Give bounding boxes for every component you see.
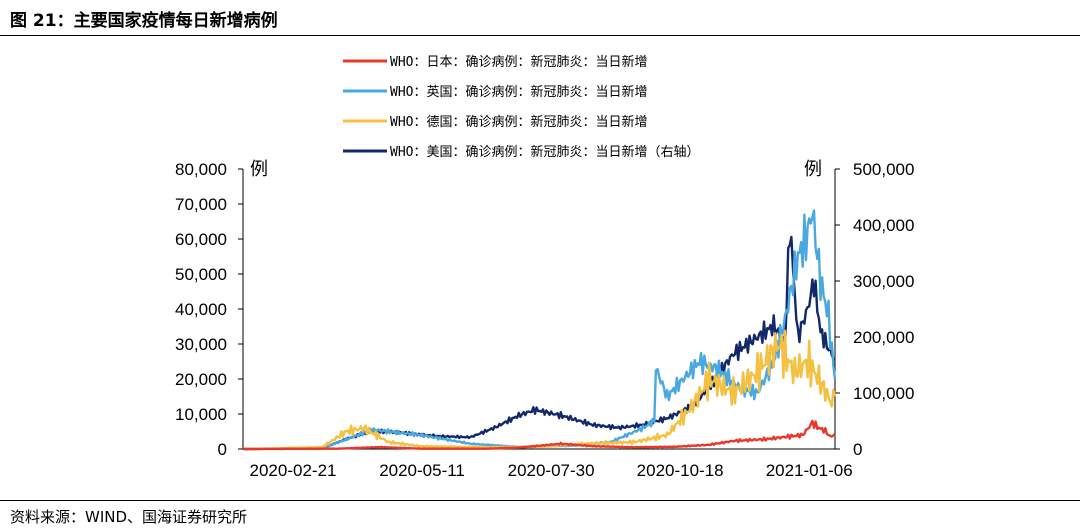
right-tick-label: 100,000 — [853, 384, 914, 403]
left-tick-label: 10,000 — [175, 405, 227, 424]
figure-title: 图 21：主要国家疫情每日新增病例 — [10, 11, 278, 31]
right-tick-label: 300,000 — [853, 272, 914, 291]
x-tick-label: 2020-07-30 — [508, 461, 595, 480]
source-note: 资料来源：WIND、国海证券研究所 — [10, 508, 248, 526]
right-unit-label: 例 — [804, 159, 822, 180]
x-tick-label: 2020-10-18 — [637, 461, 724, 480]
legend-label-3: WHO：美国：确诊病例：新冠肺炎：当日新增（右轴） — [390, 144, 699, 160]
left-tick-label: 60,000 — [175, 230, 227, 249]
top-rule — [0, 35, 1080, 36]
axes: 0 10,000 20,000 30,000 40,000 50,000 60,000 70,… — [175, 159, 914, 480]
left-tick-label: 0 — [218, 440, 227, 459]
series-line-3 — [243, 235, 836, 451]
left-unit-label: 例 — [250, 159, 268, 180]
left-tick-label: 40,000 — [175, 300, 227, 319]
series-line-2 — [243, 329, 837, 451]
legend-label-2: WHO：德国：确诊病例：新冠肺炎：当日新增 — [390, 114, 647, 130]
x-tick-label: 2020-05-11 — [379, 461, 465, 480]
legend-label-1: WHO：英国：确诊病例：新冠肺炎：当日新增 — [390, 84, 647, 100]
right-tick-label: 400,000 — [853, 216, 914, 235]
right-tick-label: 0 — [853, 440, 862, 459]
line-chart: WHO：日本：确诊病例：新冠肺炎：当日新增 WHO：英国：确诊病例：新冠肺炎：当日… — [175, 54, 914, 480]
series-line-0 — [243, 419, 836, 451]
right-tick-label: 500,000 — [853, 160, 914, 179]
series-line-1 — [243, 209, 837, 451]
legend-label-0: WHO：日本：确诊病例：新冠肺炎：当日新增 — [390, 54, 647, 70]
x-tick-label: 2020-02-21 — [250, 461, 337, 480]
left-tick-label: 20,000 — [175, 370, 227, 389]
left-tick-label: 70,000 — [175, 195, 227, 214]
series-layer — [243, 209, 837, 451]
x-tick-label: 2021-01-06 — [766, 461, 853, 480]
legend: WHO：日本：确诊病例：新冠肺炎：当日新增 WHO：英国：确诊病例：新冠肺炎：当日… — [343, 54, 699, 160]
bottom-rule — [0, 500, 1080, 501]
left-tick-label: 30,000 — [175, 335, 227, 354]
left-tick-label: 80,000 — [175, 160, 227, 179]
left-tick-label: 50,000 — [175, 265, 227, 284]
right-tick-label: 200,000 — [853, 328, 914, 347]
